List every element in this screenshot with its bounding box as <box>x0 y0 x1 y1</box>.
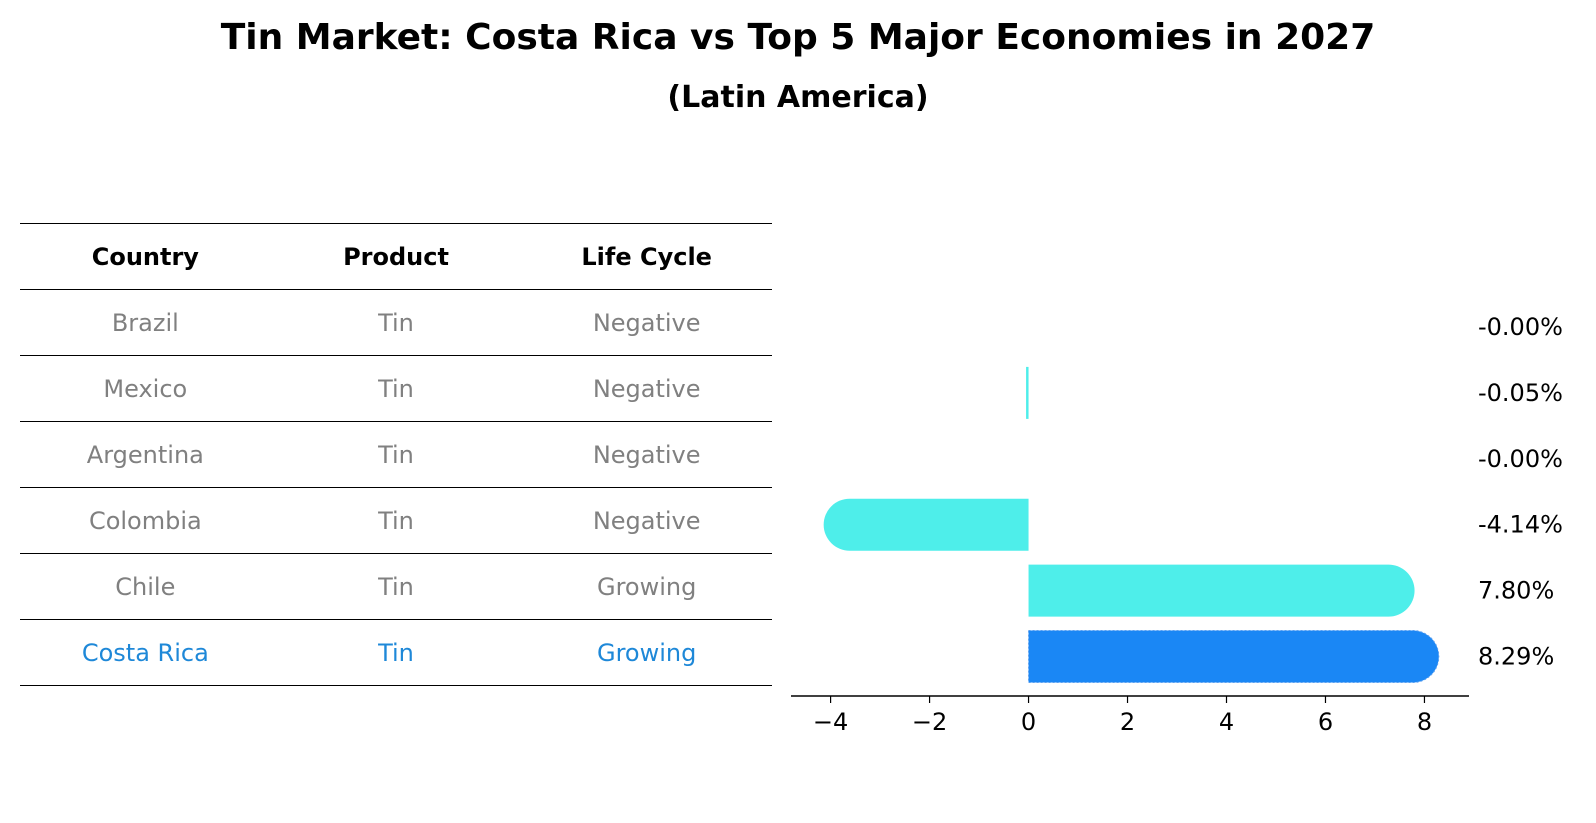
cell-life-cycle: Negative <box>592 374 701 403</box>
x-tick-label: −2 <box>912 708 947 736</box>
value-label-colombia: -4.14% <box>1478 511 1563 539</box>
value-label-costa-rica: 8.29% <box>1478 643 1554 671</box>
value-label-chile: 7.80% <box>1478 577 1554 605</box>
header-life-cycle: Life Cycle <box>581 242 712 271</box>
bar-colombia <box>823 498 1029 551</box>
x-tick-label: 4 <box>1219 708 1234 736</box>
value-label-mexico: -0.05% <box>1478 379 1563 407</box>
cell-product: Tin <box>378 374 414 403</box>
cell-life-cycle: Negative <box>592 308 701 337</box>
chart-title: Tin Market: Costa Rica vs Top 5 Major Ec… <box>220 17 1376 58</box>
header-country: Country <box>91 242 199 271</box>
cell-country: Colombia <box>88 506 202 535</box>
table-row: Brazil Tin Negative <box>20 290 772 356</box>
cell-country: Costa Rica <box>81 638 209 667</box>
x-tick-label: −4 <box>813 708 848 736</box>
cell-product: Tin <box>378 308 414 337</box>
x-tick-label: 2 <box>1120 708 1135 736</box>
x-tick-label: 8 <box>1417 708 1432 736</box>
value-label-argentina: -0.00% <box>1478 445 1563 473</box>
cell-life-cycle: Growing <box>596 572 697 601</box>
cell-country: Chile <box>115 572 176 601</box>
header-product: Product <box>343 242 449 271</box>
cell-product: Tin <box>378 440 414 469</box>
x-tick-label: 0 <box>1021 708 1036 736</box>
cell-country: Mexico <box>103 374 188 403</box>
bar-mexico <box>1026 366 1029 419</box>
table-row-highlight: Costa Rica Tin Growing <box>20 620 772 686</box>
country-table: Country Product Life Cycle Brazil Tin Ne… <box>20 223 772 686</box>
bar-costa-rica <box>1028 630 1440 683</box>
table-row: Argentina Tin Negative <box>20 422 772 488</box>
cell-life-cycle: Negative <box>592 506 701 535</box>
table-header-row: Country Product Life Cycle <box>20 224 772 290</box>
table-row: Mexico Tin Negative <box>20 356 772 422</box>
cell-country: Argentina <box>86 440 204 469</box>
cell-product: Tin <box>378 572 414 601</box>
x-tick-label: 6 <box>1318 708 1333 736</box>
value-label-brazil: -0.00% <box>1478 313 1563 341</box>
cell-life-cycle: Growing <box>596 638 697 667</box>
cell-country: Brazil <box>111 308 179 337</box>
bar-chile <box>1028 564 1415 617</box>
cell-life-cycle: Negative <box>592 440 701 469</box>
cell-product: Tin <box>378 506 414 535</box>
table-row: Colombia Tin Negative <box>20 488 772 554</box>
chart-subtitle: (Latin America) <box>667 80 929 115</box>
cell-product: Tin <box>378 638 414 667</box>
table-row: Chile Tin Growing <box>20 554 772 620</box>
